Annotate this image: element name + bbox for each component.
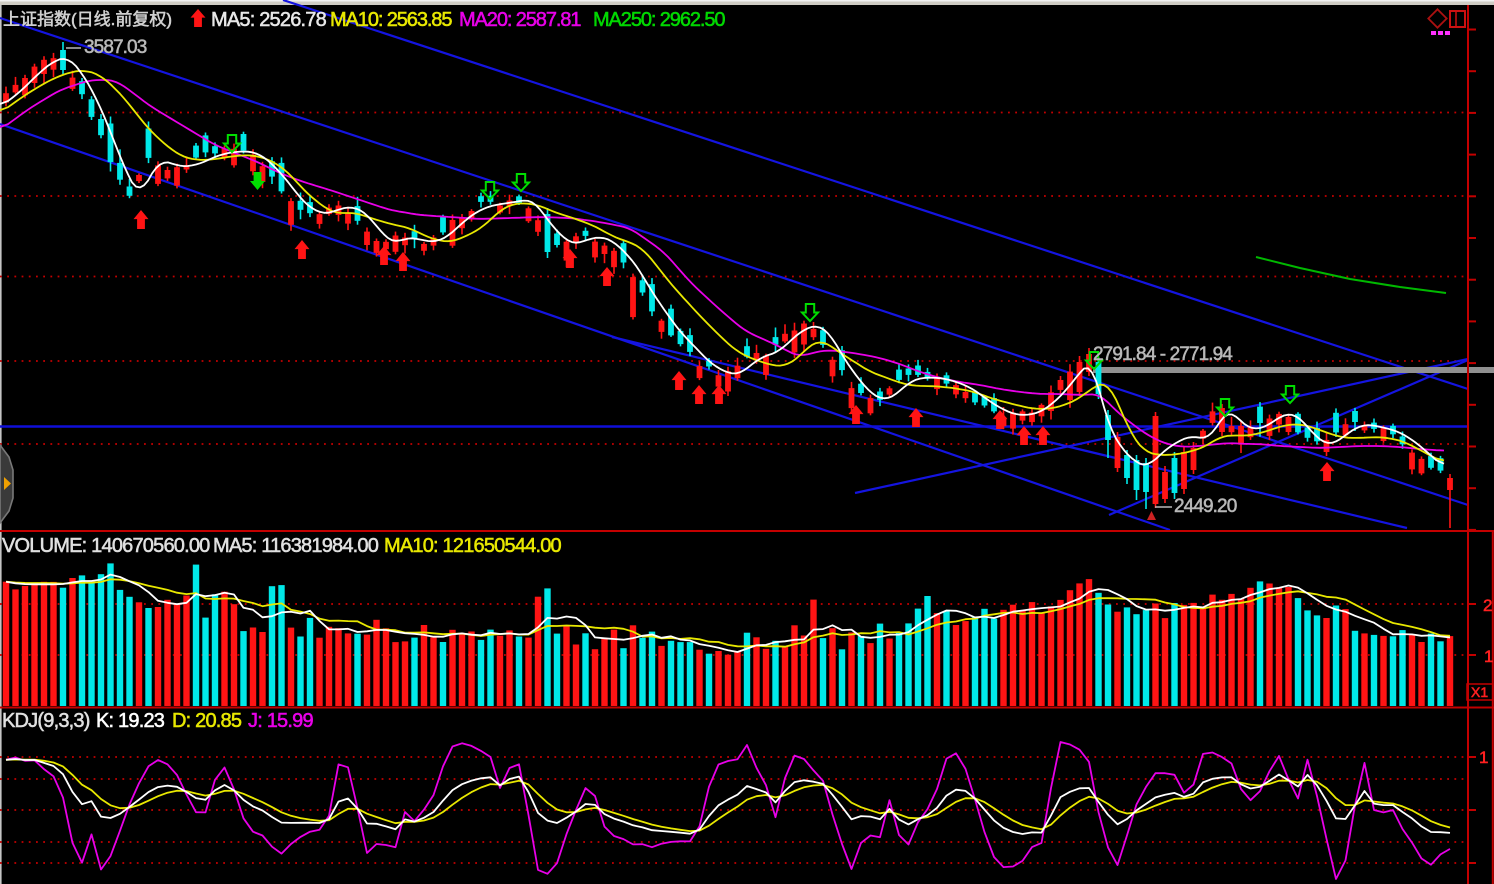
svg-text:2: 2 bbox=[1483, 596, 1492, 615]
svg-text:2791.84 - 2771.94: 2791.84 - 2771.94 bbox=[1093, 344, 1233, 365]
svg-text:VOLUME: 140670560.00: VOLUME: 140670560.00 bbox=[2, 535, 210, 557]
svg-text:3587.03: 3587.03 bbox=[84, 37, 147, 58]
svg-text:MA5: 116381984.00: MA5: 116381984.00 bbox=[213, 535, 379, 557]
svg-text:MA250: 2962.50: MA250: 2962.50 bbox=[593, 9, 725, 31]
svg-text:J: 15.99: J: 15.99 bbox=[248, 710, 313, 732]
svg-text:KDJ(9,3,3): KDJ(9,3,3) bbox=[2, 710, 90, 732]
svg-text:上证指数(日线.前复权): 上证指数(日线.前复权) bbox=[3, 10, 172, 29]
svg-text:MA20: 2587.81: MA20: 2587.81 bbox=[459, 9, 581, 31]
svg-text:2449.20: 2449.20 bbox=[1174, 496, 1237, 517]
svg-text:MA10: 2563.85: MA10: 2563.85 bbox=[330, 9, 452, 31]
svg-text:MA10: 121650544.00: MA10: 121650544.00 bbox=[384, 535, 562, 557]
svg-text:D: 20.85: D: 20.85 bbox=[172, 710, 242, 732]
svg-text:1: 1 bbox=[1484, 647, 1493, 666]
svg-text:1: 1 bbox=[1479, 748, 1488, 767]
svg-text:K: 19.23: K: 19.23 bbox=[96, 710, 165, 732]
svg-text:X1: X1 bbox=[1471, 684, 1488, 700]
svg-text:MA5: 2526.78: MA5: 2526.78 bbox=[211, 9, 327, 31]
